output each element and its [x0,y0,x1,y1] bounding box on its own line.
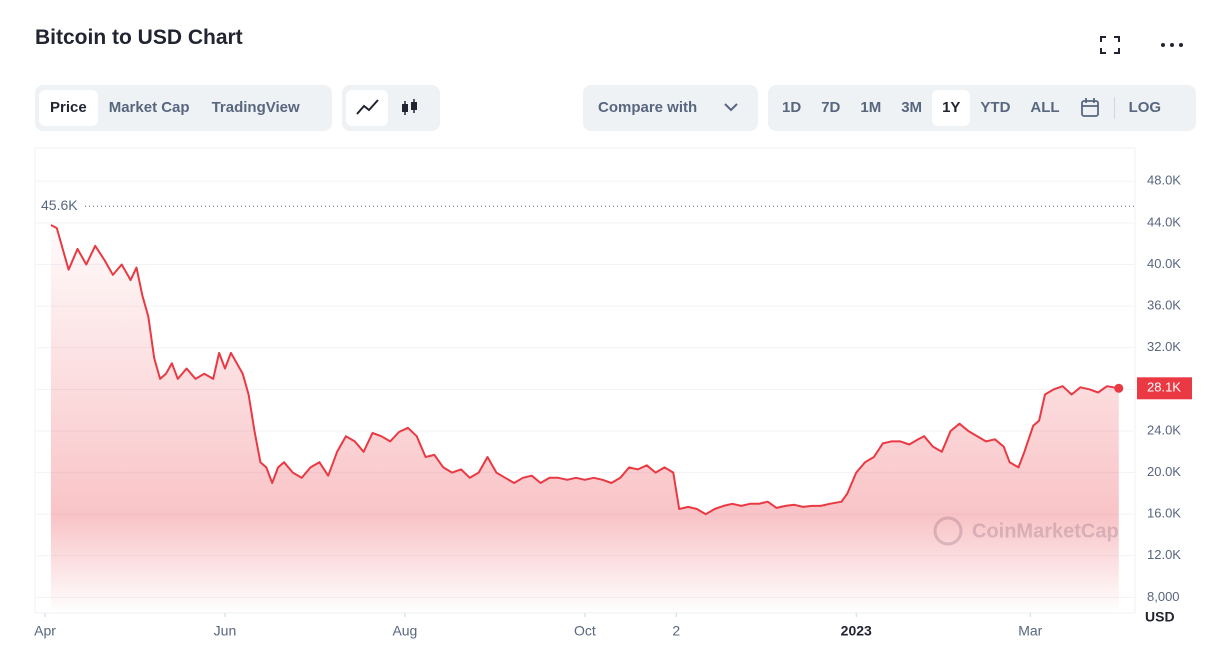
range-button[interactable]: ALL [1030,99,1060,116]
y-tick-label: 36.0K [1147,298,1181,313]
last-point [1114,383,1124,393]
calendar-button[interactable] [1070,90,1110,126]
x-tick-label: Mar [1018,623,1042,639]
tab[interactable]: Price [39,90,98,126]
title: Bitcoin to USD Chart [35,26,243,49]
chart: 8,00012.0K16.0K20.0K24.0K28.0K32.0K36.0K… [34,147,1192,639]
y-tick-label: 32.0K [1147,339,1181,354]
chart-type-group [342,85,440,131]
y-tick-label: 24.0K [1147,422,1181,437]
price-line [50,224,1119,516]
high-label: 45.6K [41,197,78,213]
range-button[interactable]: 1D [782,99,802,116]
more-icon[interactable] [1160,40,1184,50]
compare-label: Compare with [598,99,698,116]
y-tick-label: 44.0K [1147,214,1181,229]
tab[interactable]: Market Cap [108,99,190,116]
candle-type[interactable] [388,90,432,126]
log-button[interactable]: LOG [1128,99,1162,116]
y-tick-label: 12.0K [1147,547,1181,562]
range-button[interactable]: 1M [860,99,882,116]
separator [1113,97,1115,119]
y-tick-label: 16.0K [1147,506,1181,521]
last-label: 28.1K [1147,380,1181,395]
y-tick-label: 20.0K [1147,464,1181,479]
y-tick-label: 8,000 [1147,589,1180,604]
fullscreen-icon[interactable] [1100,36,1120,54]
range-button[interactable]: 3M [901,99,923,116]
last-badge [1137,377,1192,400]
line-type[interactable] [346,90,388,126]
tab[interactable]: TradingView [211,99,300,116]
x-tick-label: Apr [34,623,56,639]
price-area [50,225,1119,613]
range-button[interactable]: 7D [821,99,841,116]
range-group: 1D 7D 1M 3M 1Y YTD ALL LOG [768,85,1196,131]
y-tick-label: 40.0K [1147,256,1181,271]
x-tick-label: 2 [672,623,680,639]
x-tick-label: Jun [214,623,237,639]
range-button[interactable]: YTD [980,99,1011,116]
x-tick-label: Aug [392,623,417,639]
y-tick-label: 48.0K [1147,173,1181,188]
chevron [724,103,738,112]
range-button[interactable]: 1Y [932,90,971,126]
x-tick-label: Oct [574,623,596,639]
x-tick-label: 2023 [841,623,872,639]
y-unit: USD [1145,609,1175,625]
compare-dropdown[interactable]: Compare with [583,85,758,131]
tab-group: Price Market Cap TradingView [35,85,332,131]
